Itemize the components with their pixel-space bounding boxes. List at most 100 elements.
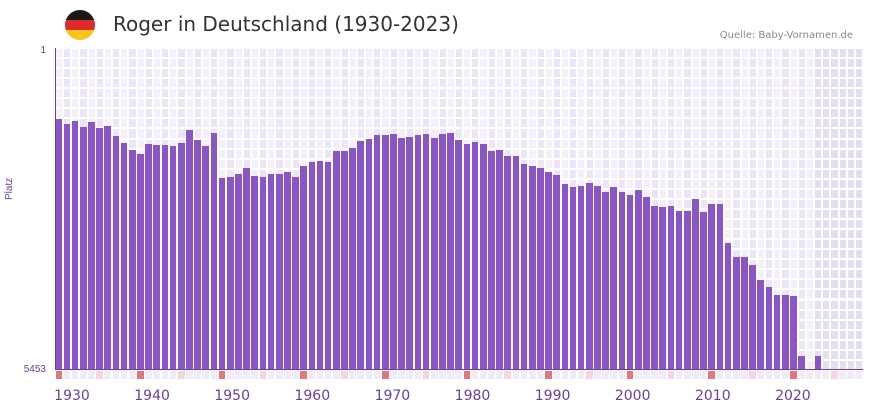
bar-1959[interactable] [292,177,299,370]
bar-1998[interactable] [610,187,618,370]
bar-1988[interactable] [528,166,536,370]
bar-2019[interactable] [781,295,789,370]
bar-2002[interactable] [643,197,650,370]
bar-1944[interactable] [169,146,177,370]
bar-1948[interactable] [202,146,210,370]
bar-1943[interactable] [161,145,169,370]
bar-1974[interactable] [414,135,422,370]
bar-1945[interactable] [177,143,185,370]
bar-2021[interactable] [798,356,805,370]
bar-1971[interactable] [390,134,397,370]
bar-1991[interactable] [553,175,560,370]
bar-2013[interactable] [732,257,740,370]
bar-2009[interactable] [700,212,707,370]
bar-undefined[interactable] [814,356,822,370]
bar-1938[interactable] [120,143,128,370]
bar-1997[interactable] [602,192,609,370]
bar-1980[interactable] [463,144,471,370]
bar-1975[interactable] [422,134,430,370]
bar-1964[interactable] [332,151,340,370]
bar-1970[interactable] [381,135,389,370]
bar-1994[interactable] [577,186,585,370]
bar-1951[interactable] [226,177,234,370]
bar-1995[interactable] [586,183,593,370]
bar-2005[interactable] [667,206,675,370]
bar-1981[interactable] [471,142,479,370]
bar-1956[interactable] [267,174,275,370]
bar-1977[interactable] [439,134,446,370]
bar-1942[interactable] [153,145,161,370]
bar-1990[interactable] [545,172,552,370]
bar-2017[interactable] [765,287,773,370]
bar-1999[interactable] [618,192,626,370]
bar-1952[interactable] [235,174,242,370]
bar-2008[interactable] [692,199,699,370]
bar-2000[interactable] [626,195,634,370]
bar-1947[interactable] [194,140,201,370]
bar-1930[interactable] [55,119,63,370]
bar-1946[interactable] [186,130,193,370]
bar-1985[interactable] [504,156,512,370]
source-link[interactable]: Quelle: Baby-Vornamen.de [719,30,853,41]
bar-1932[interactable] [71,121,79,370]
grid-cell [243,139,250,148]
bar-1934[interactable] [88,122,95,370]
bar-1972[interactable] [398,138,405,370]
bar-1982[interactable] [479,144,487,370]
bar-1987[interactable] [520,164,528,370]
grid-cell [725,159,732,168]
bar-1939[interactable] [128,150,136,370]
bar-1940[interactable] [137,154,144,370]
bar-1954[interactable] [251,176,259,370]
bar-1992[interactable] [561,184,569,370]
bar-1969[interactable] [373,135,381,370]
bar-2016[interactable] [757,280,765,370]
grid-cell [284,69,291,78]
bar-1950[interactable] [218,178,226,370]
bar-2015[interactable] [749,265,756,370]
bar-1961[interactable] [308,162,316,370]
bar-1953[interactable] [243,168,250,370]
bar-2011[interactable] [716,204,724,370]
bar-1984[interactable] [496,150,503,370]
bar-2020[interactable] [790,296,797,370]
bar-2010[interactable] [708,204,716,370]
bar-1965[interactable] [341,151,348,370]
bar-2004[interactable] [659,207,667,370]
bar-1967[interactable] [357,141,365,370]
bar-1979[interactable] [455,140,463,370]
bar-1958[interactable] [284,172,291,370]
bar-1968[interactable] [365,139,373,370]
bar-1960[interactable] [300,166,307,370]
bar-1941[interactable] [145,144,152,370]
bar-2018[interactable] [773,295,781,370]
grid-cell [815,330,822,339]
bar-1949[interactable] [210,133,218,370]
bar-1957[interactable] [275,174,283,370]
bar-1996[interactable] [594,186,601,370]
bar-1936[interactable] [104,126,112,370]
bar-2007[interactable] [683,211,691,370]
bar-1973[interactable] [406,137,414,370]
bar-1955[interactable] [259,177,267,370]
bar-1978[interactable] [447,133,454,370]
bar-1993[interactable] [569,187,577,370]
bar-1963[interactable] [324,162,332,370]
grid-cell [749,240,756,249]
bar-2001[interactable] [634,190,642,370]
bar-1989[interactable] [537,168,544,370]
bar-2003[interactable] [651,206,658,370]
bar-2014[interactable] [741,257,748,370]
bar-1933[interactable] [79,127,87,370]
bar-1962[interactable] [316,161,324,370]
bar-1931[interactable] [63,124,71,370]
bar-1983[interactable] [488,151,495,370]
bar-1976[interactable] [430,138,438,370]
bar-1937[interactable] [112,136,120,370]
bar-2006[interactable] [675,211,683,370]
bar-1935[interactable] [96,128,103,370]
bar-1986[interactable] [512,156,520,370]
grid-cell [423,89,430,98]
bar-2012[interactable] [724,243,732,370]
bar-1966[interactable] [349,148,356,370]
